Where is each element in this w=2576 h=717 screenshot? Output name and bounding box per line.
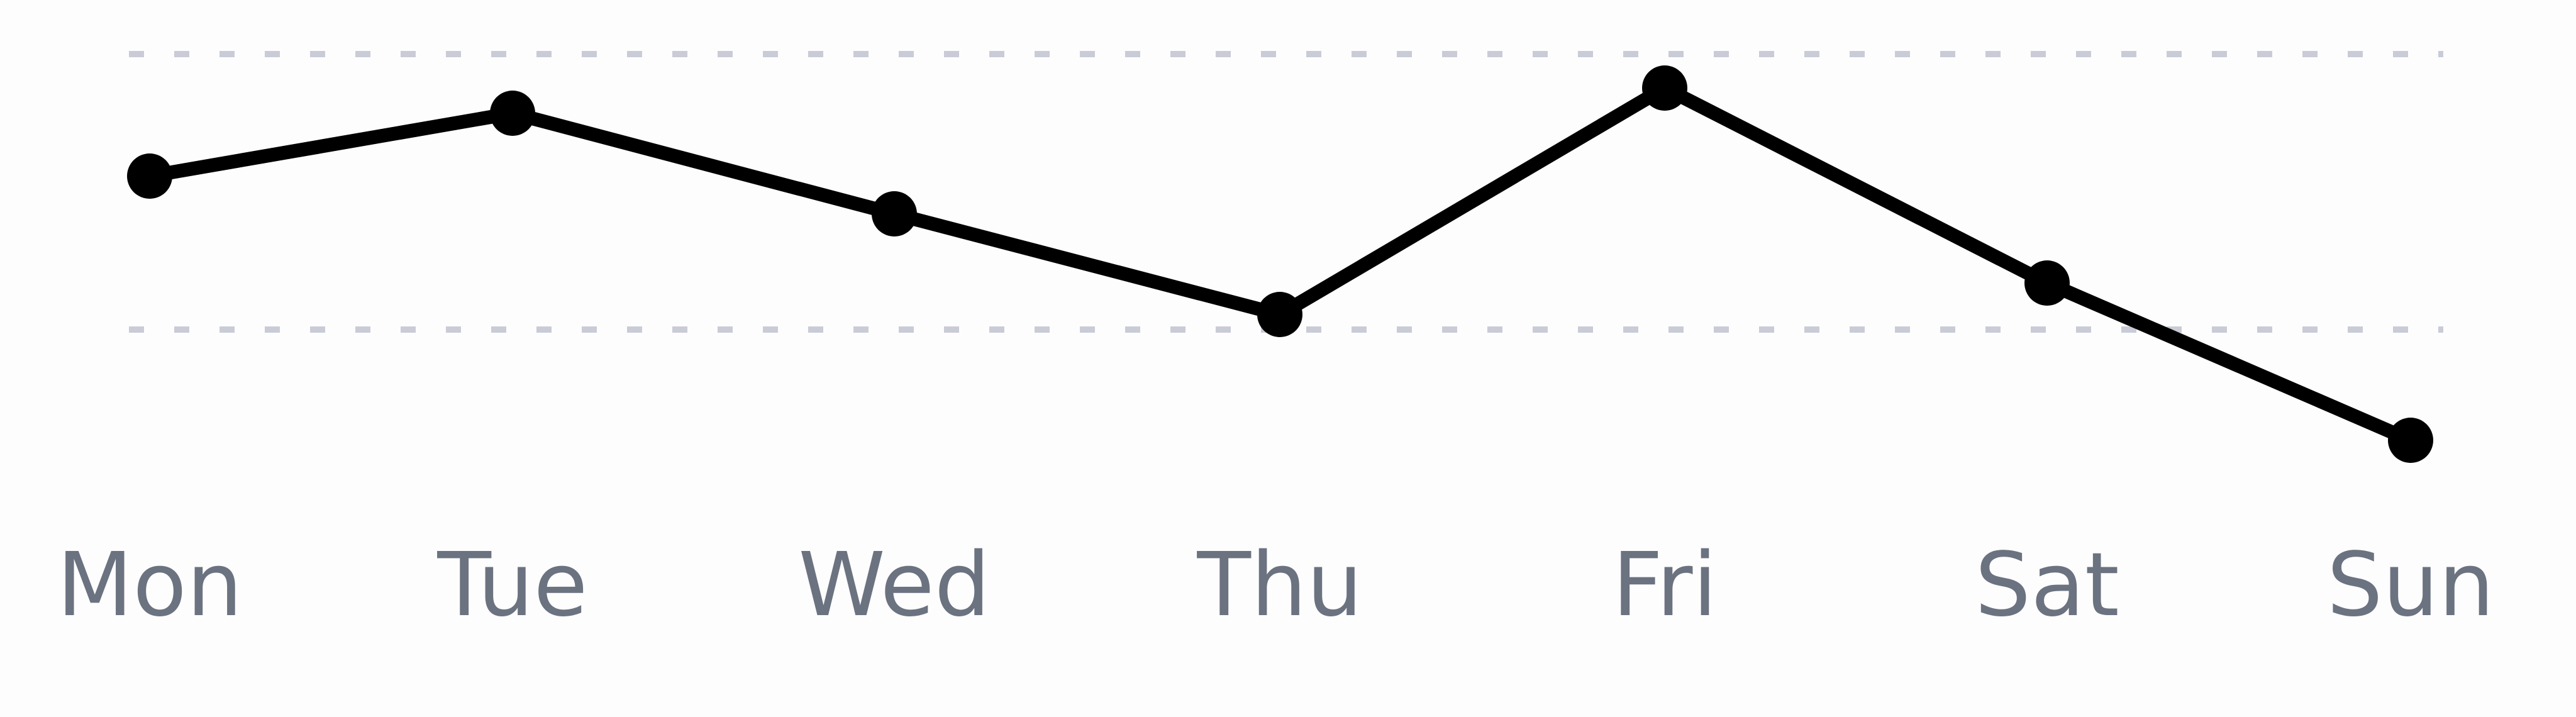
x-tick-label-thu: Thu [1197,534,1363,636]
data-point-fri [1642,65,1687,111]
series-line [143,81,2418,447]
x-tick-label-wed: Wed [798,534,990,636]
data-points [127,65,2433,463]
x-axis-tick-labels: Mon Tue Wed Thu Fri Sat Sun [57,534,2494,636]
x-tick-label-mon: Mon [57,534,242,636]
data-point-mon [127,153,172,199]
gridlines [129,51,2443,333]
data-point-wed [872,191,917,236]
x-tick-label-sat: Sat [1975,534,2119,636]
data-point-sat [2024,260,2070,306]
series-line-layer [143,81,2418,447]
x-tick-label-sun: Sun [2327,534,2494,636]
data-point-thu [1257,292,1302,337]
x-tick-label-fri: Fri [1613,534,1718,636]
x-tick-label-tue: Tue [436,534,587,636]
data-point-tue [490,91,535,136]
data-point-sun [2388,418,2433,463]
